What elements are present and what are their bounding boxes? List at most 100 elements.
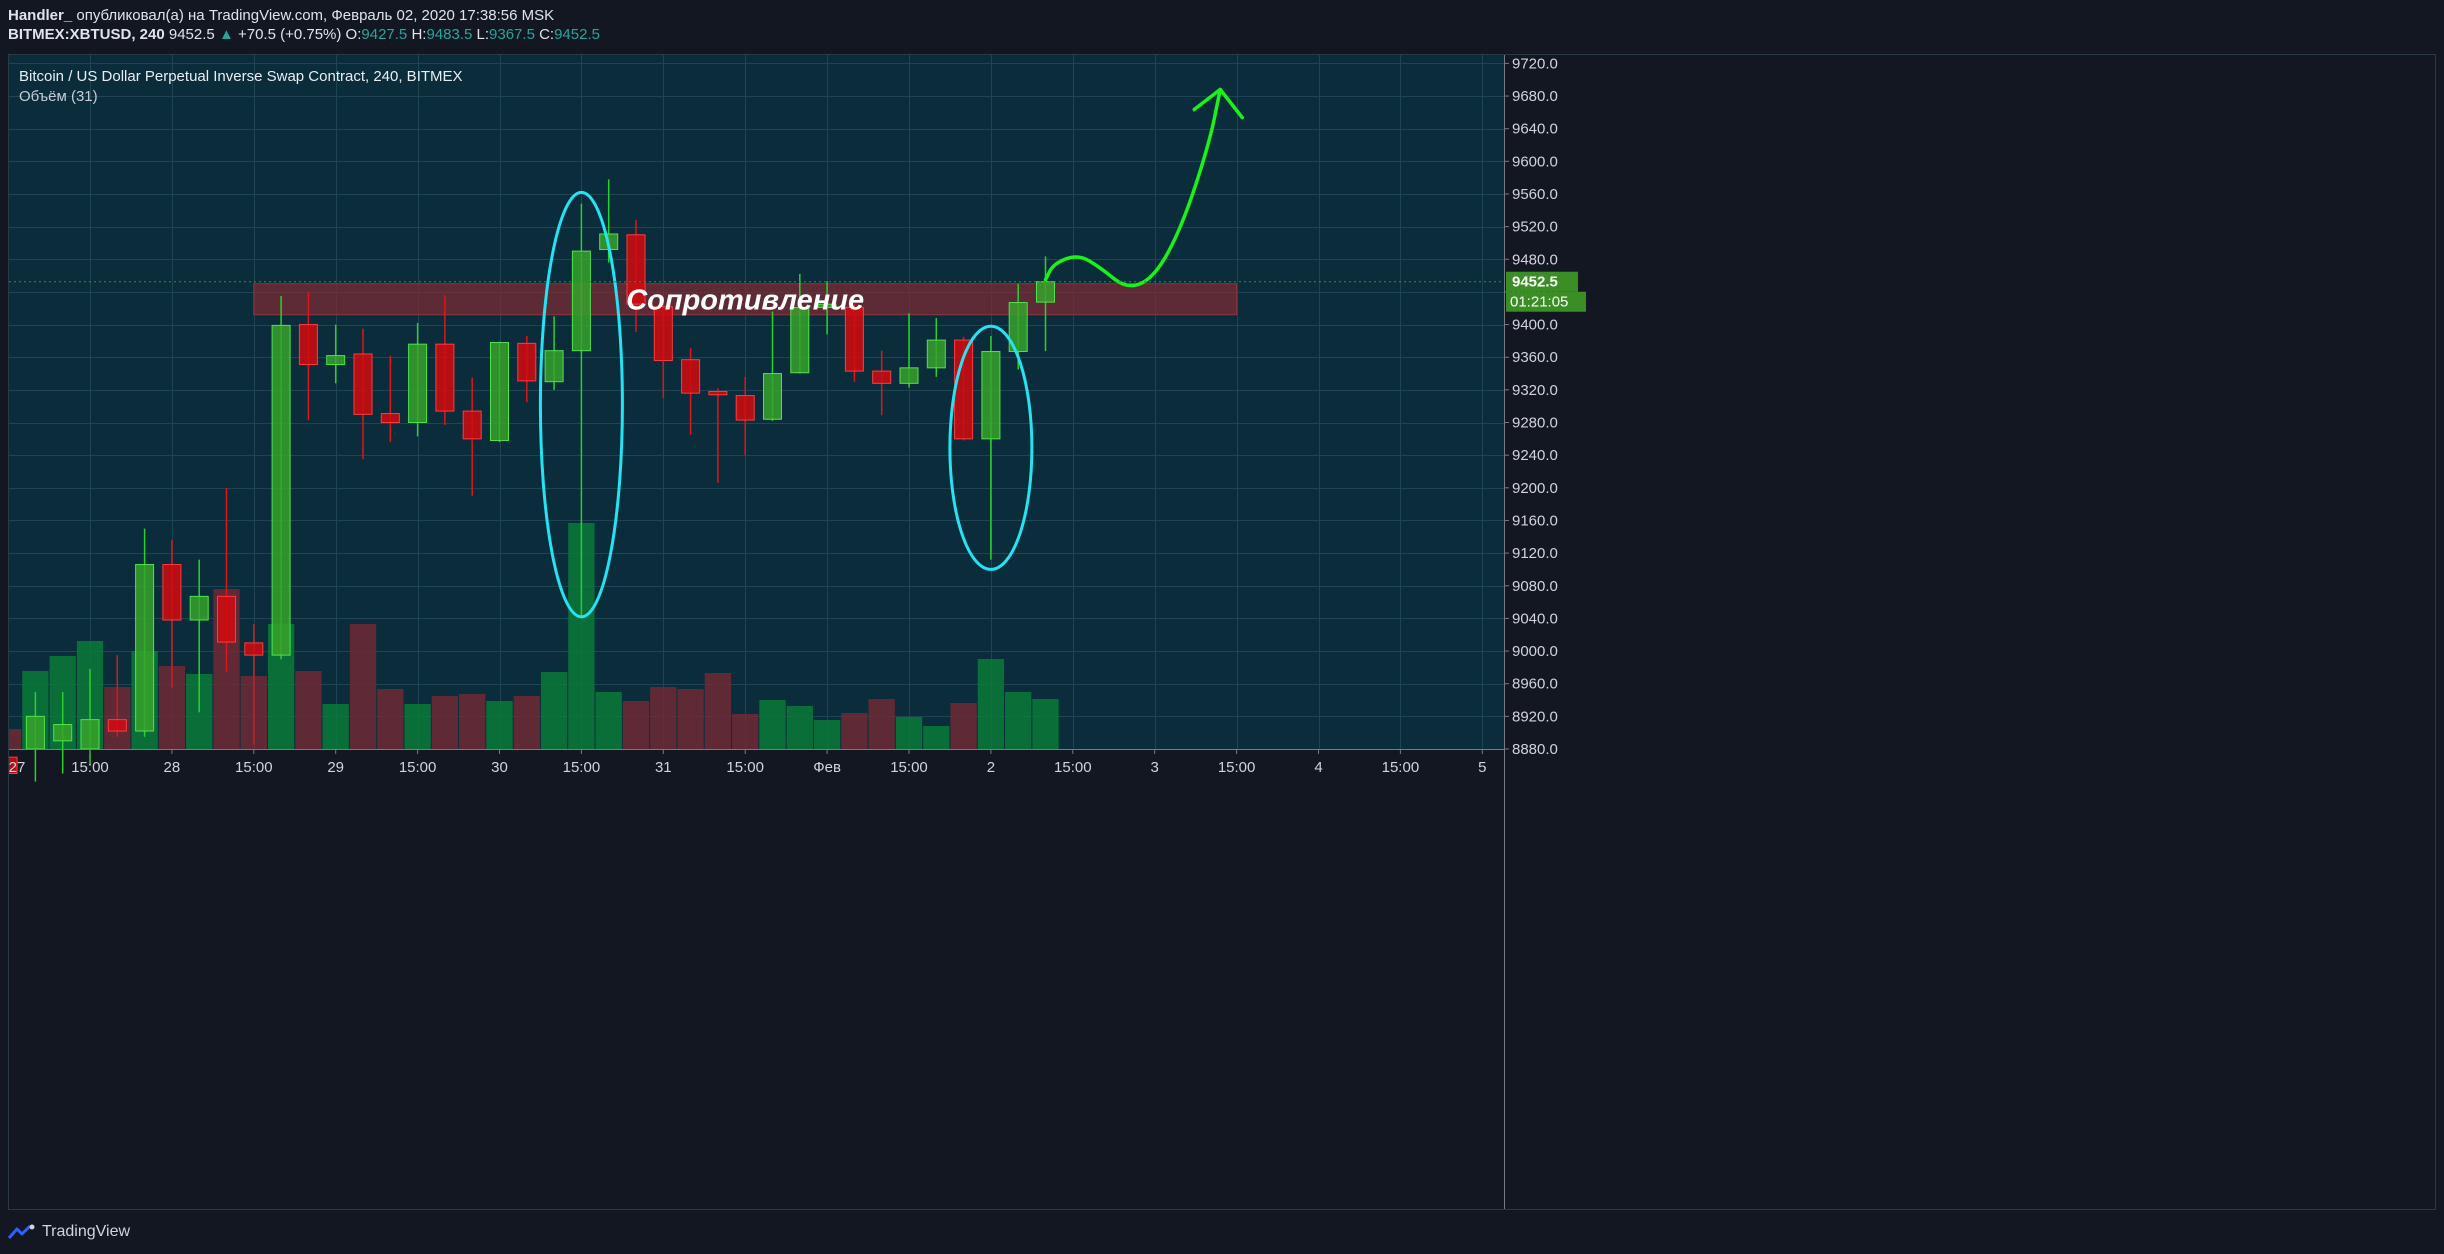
candle (872, 350, 892, 416)
y-tick-label: 9040.0 (1512, 610, 1558, 627)
candle (380, 355, 400, 443)
candle (462, 377, 482, 496)
highlight-ellipse (538, 190, 624, 619)
volume-bar (513, 696, 540, 749)
candle (571, 203, 591, 619)
candle (926, 318, 946, 377)
candle-body (53, 724, 73, 742)
x-tick-label: 27 (9, 759, 25, 776)
highlight-ellipse (948, 324, 1034, 571)
y-tick-label: 9120.0 (1512, 545, 1558, 562)
candle (981, 336, 1001, 560)
publish-line: Handler_ опубликовал(а) на TradingView.c… (8, 6, 600, 25)
x-axis-labels: 27 15:00 28 15:00 29 15:00 30 15:00 31 15:00 Фев 15… (9, 749, 1486, 776)
candle-body (162, 564, 182, 621)
close-label: C: (539, 26, 555, 43)
candle (490, 341, 509, 443)
x-tick-label: 15:00 (890, 759, 928, 776)
y-axis-labels: 9720.0 9680.0 9640.0 9600.0 9560.0 9520.0 9480… (1504, 55, 1558, 758)
x-tick-label: 5 (1478, 759, 1486, 776)
volume-bar (650, 687, 677, 749)
volume-bar (486, 701, 513, 749)
volume-bar (459, 694, 486, 749)
brand-name[interactable]: TradingView (42, 1223, 131, 1240)
candle-body (25, 715, 45, 750)
candle (763, 311, 782, 421)
x-tick-label: 15:00 (726, 759, 764, 776)
y-tick-label: 9000.0 (1512, 643, 1558, 660)
symbol-label[interactable]: BITMEX:XBTUSD, 240 (8, 26, 165, 43)
candles (9, 179, 1055, 782)
footer: TradingView (8, 1220, 130, 1244)
candle-body (899, 367, 919, 384)
candle-body (544, 350, 564, 383)
author-name[interactable]: Handler_ (8, 7, 73, 24)
x-tick-label: 15:00 (235, 759, 273, 776)
volume-bar (1032, 699, 1059, 749)
candle-body (817, 303, 837, 308)
volume-bar (841, 713, 868, 749)
candle (435, 295, 455, 425)
volume-bar (895, 717, 923, 749)
y-tick-label: 8960.0 (1512, 676, 1558, 693)
candle (1036, 256, 1055, 352)
y-tick-label: 9200.0 (1512, 480, 1558, 497)
candle (53, 691, 73, 774)
high-label: H: (411, 26, 427, 43)
ohlc-line: BITMEX:XBTUSD, 240 9452.5 ▲ +70.5 (+0.75… (8, 25, 600, 44)
candle (626, 220, 646, 332)
volume-bar (977, 659, 1005, 749)
low-label: L: (476, 26, 490, 43)
volume-bar (677, 689, 704, 749)
candle-body (80, 719, 100, 750)
projection-curve (1043, 87, 1222, 288)
candle (681, 348, 701, 435)
grid (9, 55, 1504, 749)
chart-area[interactable]: Сопротивление 9720.0 9680.0 9640.0 9600.0 956… (8, 54, 2436, 1210)
candle-body (844, 306, 864, 372)
candle-body (981, 351, 1001, 440)
candle-body (298, 324, 318, 366)
resistance-label: Сопротивление (626, 284, 864, 316)
candle-body (926, 339, 946, 369)
y-tick-label: 9360.0 (1512, 349, 1558, 366)
volume-bar (786, 706, 813, 749)
x-tick-label: 2 (987, 759, 995, 776)
time-scale-background (9, 749, 1504, 1209)
candle-body (517, 342, 537, 382)
countdown-badge (1506, 291, 1586, 312)
candle (244, 624, 264, 745)
volume-bar (868, 699, 895, 749)
tradingview-logo-icon[interactable] (8, 1224, 36, 1240)
candle (217, 487, 236, 672)
x-tick-label: 4 (1314, 759, 1322, 776)
y-tick-label: 9600.0 (1512, 153, 1558, 170)
y-tick-label: 9720.0 (1512, 55, 1558, 72)
candle-body (135, 564, 155, 732)
x-tick-label: 30 (491, 759, 508, 776)
volume-bar (404, 704, 431, 749)
price-scale-background (1504, 55, 2435, 1209)
candle (735, 376, 755, 456)
y-tick-label: 9640.0 (1512, 121, 1558, 138)
candle (353, 328, 373, 460)
price-change: +70.5 (+0.75%) (237, 26, 342, 43)
price-chart[interactable]: Сопротивление 9720.0 9680.0 9640.0 9600.0 956… (9, 55, 2436, 1210)
candle-body (244, 642, 264, 656)
candle (189, 559, 209, 713)
candle-body (408, 343, 428, 424)
candle (326, 324, 346, 384)
volume-bar (622, 701, 650, 749)
countdown-label: 01:21:05 (1510, 294, 1568, 311)
open-label: O: (345, 26, 362, 43)
candle (844, 303, 864, 382)
candle-body (189, 595, 209, 621)
y-tick-label: 9240.0 (1512, 447, 1558, 464)
candle-body (380, 413, 400, 424)
volume-bar (431, 696, 459, 749)
close-value: 9452.5 (554, 26, 600, 43)
candle (899, 313, 919, 388)
candle (708, 388, 728, 483)
high-value: 9483.5 (426, 26, 473, 43)
last-price: 9452.5 (168, 26, 215, 43)
